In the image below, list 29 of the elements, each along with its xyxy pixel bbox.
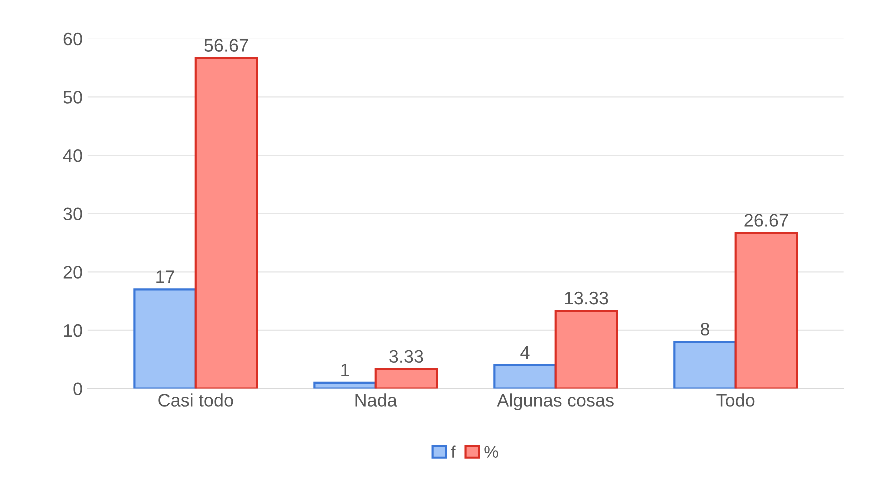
legend-label: f bbox=[451, 446, 456, 458]
data-label: 3.33 bbox=[390, 350, 424, 364]
legend-label: % bbox=[484, 446, 498, 458]
data-label: 17 bbox=[156, 270, 174, 284]
data-label: 4 bbox=[520, 346, 530, 359]
data-label: 56.67 bbox=[204, 39, 248, 52]
bar bbox=[194, 57, 258, 389]
bar bbox=[734, 232, 798, 389]
bar bbox=[494, 364, 557, 389]
data-label: 8 bbox=[701, 323, 710, 336]
y-tick-label: 20 bbox=[64, 266, 82, 279]
data-label: 26.67 bbox=[744, 214, 788, 227]
y-tick-label: 40 bbox=[63, 149, 82, 162]
data-label: 1 bbox=[342, 364, 350, 376]
y-tick-label: 60 bbox=[64, 32, 82, 46]
y-tick-label: 10 bbox=[64, 324, 82, 338]
bar bbox=[374, 368, 438, 389]
bar bbox=[554, 310, 618, 389]
y-tick-label: 0 bbox=[74, 382, 82, 396]
x-tick-label: Algunas cosas bbox=[497, 394, 614, 410]
y-tick-label: 50 bbox=[64, 91, 82, 104]
bar bbox=[674, 341, 737, 389]
bar bbox=[134, 288, 197, 389]
y-tick-label: 30 bbox=[64, 208, 82, 221]
data-label: 13.33 bbox=[565, 292, 608, 305]
x-tick-label: Todo bbox=[716, 394, 755, 407]
x-tick-label: Nada bbox=[356, 394, 398, 407]
bar bbox=[314, 382, 377, 389]
x-tick-label: Casi todo bbox=[158, 394, 234, 407]
